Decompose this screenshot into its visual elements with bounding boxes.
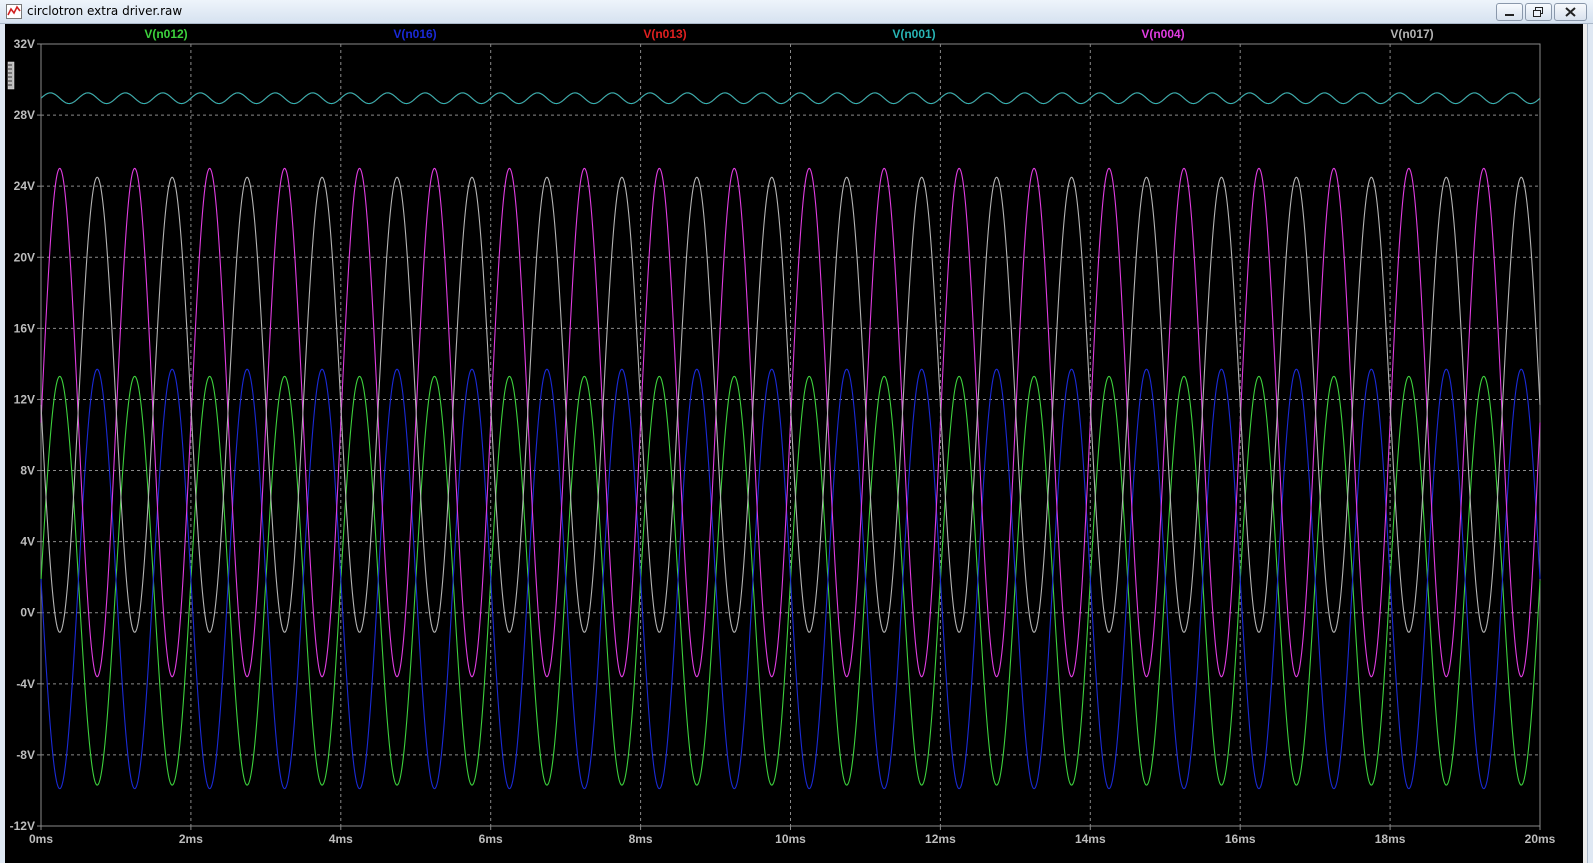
close-button[interactable] xyxy=(1554,3,1587,21)
x-tick-label: 14ms xyxy=(1075,832,1106,846)
y-tick-label: 12V xyxy=(14,392,35,406)
y-tick-label: 24V xyxy=(14,179,35,193)
x-tick-label: 10ms xyxy=(775,832,806,846)
trace-vn016 xyxy=(40,368,1541,790)
legend-item-vn013: V(n013) xyxy=(643,27,686,41)
y-tick-label: 28V xyxy=(14,108,35,122)
x-tick-label: 20ms xyxy=(1525,832,1556,846)
legend-item-vn004: V(n004) xyxy=(1141,27,1184,41)
y-tick-label: 8V xyxy=(20,464,35,478)
restore-icon xyxy=(1533,7,1543,17)
y-tick-label: 0V xyxy=(20,606,35,620)
y-tick-label: 4V xyxy=(20,535,35,549)
trace-vn001 xyxy=(40,92,1541,105)
restore-button[interactable] xyxy=(1525,3,1552,21)
x-axis-ticks: 0ms 2ms 4ms 6ms 8ms 10ms 12ms 14ms 16ms 18ms 20ms xyxy=(29,826,1556,846)
trace-vn017 xyxy=(40,176,1541,633)
ruler-icon-body xyxy=(7,61,15,90)
window-edge-strip xyxy=(1583,24,1588,863)
trace-vn004 xyxy=(40,167,1541,678)
y-tick-label: 20V xyxy=(14,250,35,264)
legend-item-vn016: V(n016) xyxy=(393,27,436,41)
ruler-icon[interactable] xyxy=(7,61,15,90)
x-tick-label: 2ms xyxy=(179,832,203,846)
x-tick-label: 0ms xyxy=(29,832,53,846)
minimize-icon xyxy=(1505,14,1514,16)
legend: V(n012) V(n016) V(n013) V(n001) V(n004) V(n01… xyxy=(144,27,1433,41)
x-tick-label: 16ms xyxy=(1225,832,1256,846)
x-tick-label: 6ms xyxy=(479,832,503,846)
x-tick-label: 18ms xyxy=(1375,832,1406,846)
grid xyxy=(40,43,1541,827)
window-title-bar[interactable]: circlotron extra driver.raw xyxy=(0,0,1593,24)
y-axis-ticks: 32V 28V 24V 20V 16V 12V 8V 4V 0V -4V -8V -12V xyxy=(10,37,41,833)
window-frame-right[interactable] xyxy=(1587,24,1593,863)
legend-item-vn012: V(n012) xyxy=(144,27,187,41)
waveform-plot[interactable]: 32V 28V 24V 20V 16V 12V 8V 4V 0V -4V -8V -12V 0ms 2m… xyxy=(5,24,1583,863)
legend-item-vn001: V(n001) xyxy=(892,27,935,41)
minimize-button[interactable] xyxy=(1496,3,1523,21)
traces xyxy=(40,92,1541,790)
window-title: circlotron extra driver.raw xyxy=(27,4,183,18)
y-tick-label: 32V xyxy=(14,37,35,51)
window-frame-left xyxy=(0,24,5,863)
x-tick-label: 8ms xyxy=(629,832,653,846)
legend-item-vn017: V(n017) xyxy=(1390,27,1433,41)
y-tick-label: 16V xyxy=(14,321,35,335)
waveform-app-icon xyxy=(6,4,22,19)
close-icon xyxy=(1565,7,1576,17)
x-tick-label: 12ms xyxy=(925,832,956,846)
x-tick-label: 4ms xyxy=(329,832,353,846)
y-tick-label: -8V xyxy=(16,748,35,762)
y-tick-label: -12V xyxy=(10,819,35,833)
y-tick-label: -4V xyxy=(16,677,35,691)
